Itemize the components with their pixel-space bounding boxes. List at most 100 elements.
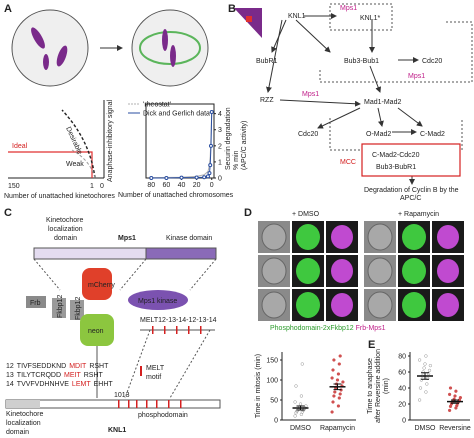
x-tick-label: 80	[147, 182, 155, 189]
domain-label: localization	[48, 226, 83, 233]
position-label: 1013	[114, 392, 130, 399]
note: APC/C	[400, 195, 421, 202]
domain-label: domain	[54, 235, 77, 242]
sequence-prefix: TILYTCRQDD	[17, 372, 61, 379]
point	[453, 394, 457, 398]
x-tick-label: 20	[193, 182, 201, 189]
ideal-label: Ideal	[12, 143, 28, 150]
y-label: after Reversine addition	[375, 349, 382, 423]
x-tick-label: DMSO	[415, 425, 437, 432]
y-tick-label: 20	[398, 402, 406, 409]
node: Bub3-Bub1	[344, 58, 379, 65]
caption: Phosphodomain-2xFkbp12 Frb-Mps1	[270, 325, 386, 332]
cell-signal	[402, 292, 426, 318]
point	[417, 358, 422, 362]
y-tick-label: 40	[398, 386, 406, 393]
x-tick-label: DMSO	[290, 425, 312, 432]
panel-label: C	[4, 207, 12, 219]
sequence-motif: MDIT	[69, 363, 87, 370]
chart-e: 0 20 40 60 80 Time to anaphase after Reversine…	[367, 349, 471, 432]
point	[331, 400, 335, 404]
error-bar	[296, 405, 305, 411]
kinase-label: Mps1	[408, 73, 425, 80]
right-plot: 80 60 40 20 00 1 2 3 4 Number of unattached chrom…	[118, 102, 248, 200]
tag-label: Fkbp12	[75, 297, 82, 320]
node: O-Mad2	[366, 131, 391, 138]
weak-label: Weak	[66, 161, 84, 168]
point	[149, 176, 154, 180]
y-label: Time to anaphase	[367, 358, 374, 414]
sequence: 14 TVVFVDHNHVE LEMT EHHT	[6, 381, 113, 388]
point	[293, 414, 297, 418]
point	[194, 175, 199, 180]
node: Bub3-BubR1	[376, 164, 416, 171]
microscopy-grid	[258, 221, 464, 321]
cell-signal	[437, 225, 459, 249]
sequence-motif: MEIT	[64, 372, 81, 379]
node: RZZ	[260, 97, 274, 104]
cell-signal	[331, 225, 353, 249]
y-label: (min)	[383, 378, 390, 394]
point	[337, 396, 341, 400]
protein-label: KNL1	[108, 427, 126, 434]
point	[330, 410, 334, 414]
line	[151, 112, 213, 179]
point	[423, 362, 427, 366]
cell-signal	[296, 258, 320, 284]
point	[421, 370, 425, 374]
sequence: 12 TIVFSEDDKND MDIT RSHT	[6, 363, 109, 370]
legend-label: 'rheostat'	[143, 102, 171, 109]
y-label: Anaphase-inhibitory signal	[107, 99, 114, 182]
domain-label: localization	[6, 420, 41, 427]
sequence-prefix: TVVFVDHNHVE	[17, 381, 69, 388]
domain-label: Kinetochore	[46, 217, 83, 224]
x-tick-label: 150	[8, 183, 20, 190]
point	[294, 411, 298, 415]
cell-signal	[331, 293, 353, 317]
domain-label: Kinetochore	[6, 411, 43, 418]
point	[300, 410, 304, 414]
x-label: Number of unattached chromosomes	[118, 192, 234, 199]
tag-label: mCherry	[88, 282, 115, 289]
point	[425, 382, 429, 386]
point	[332, 358, 336, 362]
tag-label: Frb	[30, 300, 41, 307]
point	[179, 175, 184, 180]
point	[424, 390, 428, 394]
sequence-motif: LEMT	[72, 381, 91, 388]
cell-signal	[331, 259, 353, 283]
mcc-label: MCC	[340, 159, 356, 166]
legend-label: Dick and Gerlich data	[143, 111, 210, 118]
point	[336, 404, 341, 408]
point	[299, 394, 304, 398]
point	[426, 376, 430, 381]
point	[330, 376, 334, 380]
domain-label: phosphodomain	[138, 412, 188, 419]
point	[427, 368, 432, 373]
point	[208, 143, 213, 148]
point	[454, 389, 458, 393]
y-tick-label: 150	[266, 358, 278, 365]
y-tick-label: 3	[218, 127, 222, 134]
x-tick-label: 0	[100, 183, 104, 190]
construct-illustration	[5, 247, 221, 409]
panel-label: B	[228, 3, 236, 15]
cell-outline	[261, 223, 287, 251]
point	[331, 368, 335, 372]
point	[447, 392, 452, 397]
protein-label: Mps1	[118, 235, 136, 242]
x-tick-label: 40	[178, 182, 186, 189]
point	[424, 354, 428, 358]
kinase-label: Mps1	[302, 91, 319, 98]
cell-signal	[402, 258, 426, 284]
x-label: Number of unattached kinetochores	[4, 193, 115, 200]
point	[422, 366, 426, 370]
legend-label: motif	[146, 374, 161, 381]
cell-signal	[296, 292, 320, 318]
sequence: 13 TILYTCRQDD MEIT RSHT	[6, 372, 104, 379]
node: Mad1-Mad2	[364, 99, 401, 106]
x-tick-label: 60	[163, 182, 171, 189]
point	[336, 372, 341, 376]
y-label: (APC/C activity)	[241, 121, 248, 170]
